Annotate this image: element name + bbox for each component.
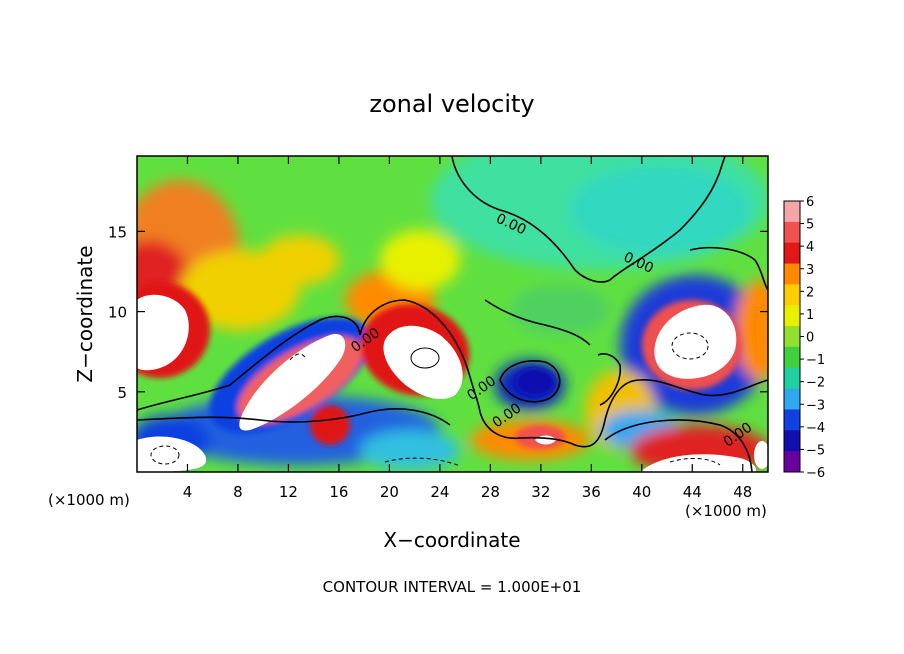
chart-title: zonal velocity — [369, 90, 534, 118]
colorbar-label: −3 — [806, 398, 825, 413]
x-tick-label: 16 — [329, 483, 348, 501]
colorbar-label: 1 — [806, 308, 814, 323]
x-tick-label: 8 — [233, 483, 243, 501]
x-tick-label: 28 — [481, 483, 500, 501]
y-tick-label: 15 — [108, 223, 127, 241]
x-tick-label: 4 — [183, 483, 193, 501]
x-tick-label: 36 — [582, 483, 601, 501]
x-tick-label: 40 — [632, 483, 651, 501]
colorbar-swatch — [784, 367, 800, 390]
x-unit-label: (×1000 m) — [685, 502, 767, 520]
colorbar-label: −6 — [806, 466, 825, 481]
colorbar-swatch — [784, 326, 800, 348]
colorbar-label: −5 — [806, 443, 825, 458]
x-axis: 4 8 12 16 20 24 28 32 36 40 44 48 — [183, 156, 752, 501]
colorbar-label: 0 — [806, 331, 814, 346]
colorbar-swatch — [784, 388, 800, 410]
y-tick-label: 10 — [108, 304, 127, 322]
colorbar-label: −4 — [806, 421, 825, 436]
colorbar-swatch — [784, 305, 800, 327]
y-tick-label: 5 — [117, 384, 127, 402]
colorbar-label: 5 — [806, 218, 814, 233]
colorbar-swatch — [784, 242, 800, 265]
colorbar-label: −2 — [806, 376, 825, 391]
y-axis-label: Z−coordinate — [73, 245, 97, 382]
colorbar-swatch — [784, 430, 800, 452]
colorbar-swatch — [784, 409, 800, 431]
colorbar-swatch — [784, 451, 800, 473]
colorbar-swatch — [784, 201, 800, 223]
colorbar-swatch — [784, 263, 800, 285]
x-tick-label: 44 — [683, 483, 702, 501]
x-tick-label: 48 — [733, 483, 752, 501]
x-tick-label: 12 — [279, 483, 298, 501]
plot-frame — [136, 155, 769, 473]
colorbar-label: 2 — [806, 285, 814, 300]
x-tick-label: 20 — [380, 483, 399, 501]
colorbar-swatch — [784, 346, 800, 369]
x-axis-label: X−coordinate — [383, 528, 520, 552]
y-axis: 5 10 15 — [108, 223, 768, 402]
colorbar-label: 3 — [806, 263, 814, 278]
colorbar-swatch — [784, 284, 800, 306]
contour-interval-label: CONTOUR INTERVAL = 1.000E+01 — [323, 578, 582, 596]
colorbar-swatch — [784, 221, 800, 244]
x-tick-label: 24 — [430, 483, 449, 501]
colorbar-label: −1 — [806, 353, 825, 368]
y-unit-label: (×1000 m) — [48, 491, 130, 509]
colorbar: 6 5 4 3 2 1 0 −1 −2 −3 −4 −5 −6 — [783, 195, 825, 481]
x-tick-label: 32 — [531, 483, 550, 501]
heatmap-field — [137, 156, 768, 472]
colorbar-label: 4 — [806, 240, 814, 255]
colorbar-label: 6 — [806, 195, 814, 210]
